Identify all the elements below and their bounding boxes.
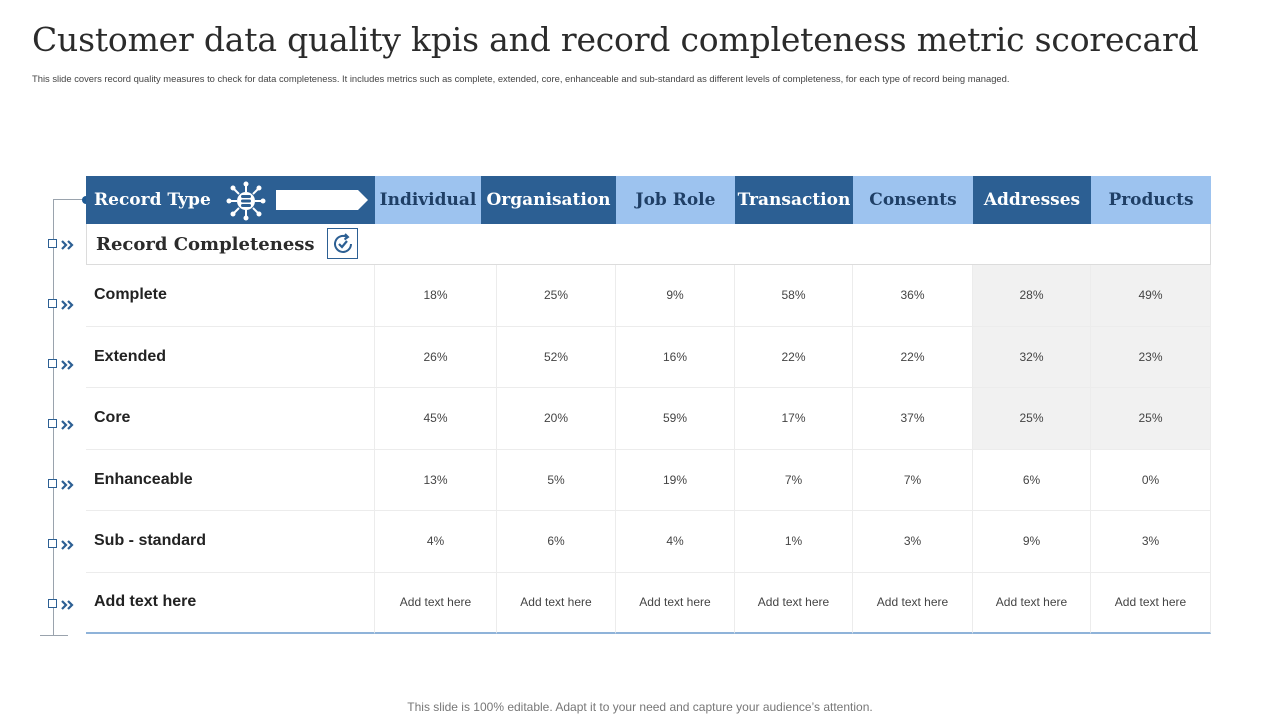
table-cell: 13%	[375, 449, 497, 511]
table-cell: 1%	[735, 511, 853, 573]
header-addresses: Addresses	[973, 176, 1091, 224]
table-cell: 3%	[853, 511, 973, 573]
table-cell: 4%	[375, 511, 497, 573]
row-marker-addtext	[48, 599, 78, 611]
table-header-row: Record Type	[86, 176, 1211, 224]
row-marker-core	[48, 419, 78, 431]
table-cell: 25%	[497, 265, 616, 327]
table-row: Enhanceable 13% 5% 19% 7% 7% 6% 0%	[86, 449, 1211, 511]
double-chevron-right-icon	[61, 540, 74, 550]
table-cell: 36%	[853, 265, 973, 327]
table-cell: 22%	[735, 326, 853, 388]
double-chevron-right-icon	[61, 600, 74, 610]
table-cell: Add text here	[375, 572, 497, 634]
header-consents: Consents	[853, 176, 973, 224]
footer-note: This slide is 100% editable. Adapt it to…	[407, 700, 873, 714]
table-cell: 9%	[973, 511, 1091, 573]
table-row: Add text here Add text here Add text here A…	[86, 572, 1211, 634]
table-cell: Add text here	[735, 572, 853, 634]
table-row: Core 45% 20% 59% 17% 37% 25% 25%	[86, 388, 1211, 450]
table-cell: 23%	[1091, 326, 1211, 388]
row-label: Enhanceable	[86, 449, 375, 511]
header-individual: Individual	[375, 176, 481, 224]
row-label: Add text here	[86, 572, 375, 634]
table-cell: 18%	[375, 265, 497, 327]
table-cell: 52%	[497, 326, 616, 388]
table-cell: 7%	[735, 449, 853, 511]
header-transaction: Transaction	[735, 176, 853, 224]
table-row: Extended 26% 52% 16% 22% 22% 32% 23%	[86, 326, 1211, 388]
header-record-type-label: Record Type	[94, 190, 211, 210]
table-cell: 5%	[497, 449, 616, 511]
table-cell: 59%	[616, 388, 735, 450]
double-chevron-right-icon	[61, 480, 74, 490]
table-cell: 6%	[973, 449, 1091, 511]
table-cell: 16%	[616, 326, 735, 388]
row-label: Sub - standard	[86, 511, 375, 573]
table-row: Sub - standard 4% 6% 4% 1% 3% 9% 3%	[86, 511, 1211, 573]
scorecard-table: Record Type	[86, 176, 1211, 634]
row-marker-enhanceable	[48, 479, 78, 491]
timeline-rail-top	[53, 199, 85, 200]
table-cell: Add text here	[497, 572, 616, 634]
header-products: Products	[1091, 176, 1211, 224]
table-cell: 45%	[375, 388, 497, 450]
table-cell: 17%	[735, 388, 853, 450]
table-cell: 20%	[497, 388, 616, 450]
table-cell: 25%	[1091, 388, 1211, 450]
record-completeness-label: Record Completeness	[96, 233, 315, 255]
row-marker-complete	[48, 299, 78, 311]
double-chevron-right-icon	[61, 360, 74, 370]
refresh-check-icon	[327, 228, 358, 259]
double-chevron-right-icon	[61, 300, 74, 310]
arrow-tag-icon	[276, 190, 368, 210]
table-cell: 49%	[1091, 265, 1211, 327]
row-marker-section	[48, 239, 78, 251]
table-cell: 32%	[973, 326, 1091, 388]
table-cell: 19%	[616, 449, 735, 511]
record-completeness-row: Record Completeness	[86, 224, 1211, 265]
table-cell: 25%	[973, 388, 1091, 450]
table-cell: 3%	[1091, 511, 1211, 573]
table-body: Complete 18% 25% 9% 58% 36% 28% 49% Extended 26% 5…	[86, 265, 1211, 634]
table-cell: 4%	[616, 511, 735, 573]
table-cell: Add text here	[853, 572, 973, 634]
database-network-icon	[226, 181, 266, 221]
table-cell: 26%	[375, 326, 497, 388]
table-cell: 6%	[497, 511, 616, 573]
header-organisation: Organisation	[481, 176, 616, 224]
table-cell: 7%	[853, 449, 973, 511]
double-chevron-right-icon	[61, 240, 74, 250]
page-subtitle: This slide covers record quality measure…	[32, 73, 1010, 84]
table-cell: 22%	[853, 326, 973, 388]
table-cell: 58%	[735, 265, 853, 327]
row-marker-extended	[48, 359, 78, 371]
table-cell: 28%	[973, 265, 1091, 327]
double-chevron-right-icon	[61, 420, 74, 430]
table-cell: 37%	[853, 388, 973, 450]
header-record-type: Record Type	[86, 176, 375, 224]
page-title: Customer data quality kpis and record co…	[32, 20, 1199, 59]
row-label: Core	[86, 388, 375, 450]
timeline-rail-base	[40, 635, 68, 636]
table-cell: 9%	[616, 265, 735, 327]
row-label: Extended	[86, 326, 375, 388]
row-label: Complete	[86, 265, 375, 327]
table-cell: Add text here	[1091, 572, 1211, 634]
timeline-rail	[53, 200, 54, 636]
table-cell: Add text here	[616, 572, 735, 634]
row-marker-substandard	[48, 539, 78, 551]
table-cell: 0%	[1091, 449, 1211, 511]
table-cell: Add text here	[973, 572, 1091, 634]
table-row: Complete 18% 25% 9% 58% 36% 28% 49%	[86, 265, 1211, 327]
header-job-role: Job Role	[616, 176, 735, 224]
